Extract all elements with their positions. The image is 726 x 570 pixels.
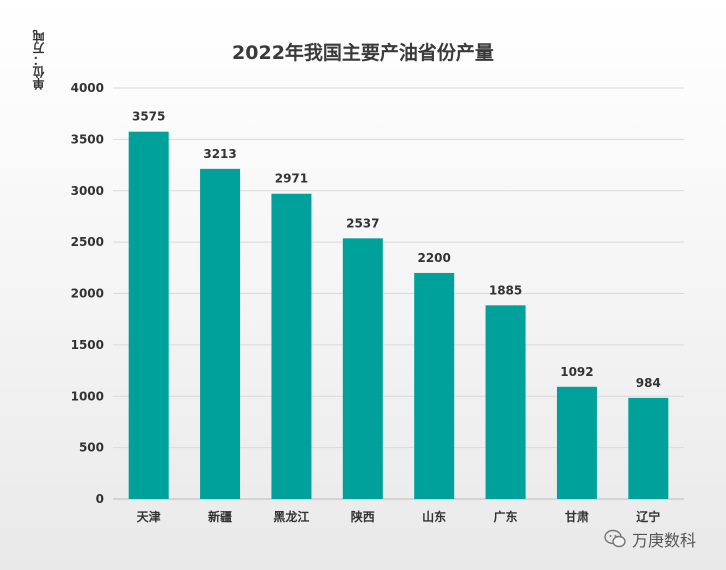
y-tick-label: 1500 [71, 338, 104, 352]
x-tick-label: 黑龙江 [273, 509, 309, 524]
data-label: 3575 [132, 110, 165, 124]
bar [485, 305, 526, 499]
x-tick-label: 山东 [422, 509, 446, 524]
watermark-text: 万庚数科 [632, 531, 697, 550]
bar [200, 168, 241, 499]
bar [414, 272, 455, 499]
bar [628, 397, 669, 499]
data-labels: 3575 3213 2971 2537 2200 1885 1092 984 [132, 110, 661, 390]
watermark: 万庚数科 [604, 527, 696, 551]
x-tick-label: 天津 [137, 509, 161, 524]
x-tick-label: 辽宁 [636, 509, 660, 524]
wechat-icon [604, 529, 626, 548]
x-tick-label: 新疆 [208, 509, 232, 524]
data-label: 1092 [560, 365, 593, 379]
x-tick-label: 甘肃 [565, 509, 589, 524]
data-label: 984 [636, 376, 661, 390]
y-tick-label: 500 [79, 441, 104, 455]
bars [128, 131, 669, 500]
y-tick-label: 3500 [71, 132, 104, 146]
data-label: 1885 [489, 283, 522, 297]
y-tick-label: 4000 [71, 81, 104, 95]
gridlines [113, 87, 684, 500]
y-tick-label: 2000 [71, 287, 104, 301]
chart-title: 2022年我国主要产油省份产量 [232, 42, 494, 64]
bar [128, 131, 169, 499]
data-label: 2971 [275, 172, 308, 186]
bar [271, 193, 312, 500]
x-tick-label: 陕西 [351, 509, 375, 524]
y-tick-label: 3000 [71, 184, 104, 198]
x-axis-ticks: 天津 新疆 黑龙江 陕西 山东 广东 甘肃 辽宁 [137, 509, 661, 524]
data-label: 3213 [203, 147, 236, 161]
y-tick-label: 2500 [71, 235, 104, 249]
y-tick-label: 0 [96, 492, 104, 506]
data-label: 2200 [417, 251, 450, 265]
bar [556, 386, 597, 499]
y-axis-ticks: 0 500 1000 1500 2000 2500 3000 3500 4000 [71, 81, 104, 506]
bar [342, 238, 383, 500]
x-tick-label: 广东 [494, 509, 518, 524]
y-tick-label: 1000 [71, 389, 104, 403]
data-label: 2537 [346, 216, 379, 230]
